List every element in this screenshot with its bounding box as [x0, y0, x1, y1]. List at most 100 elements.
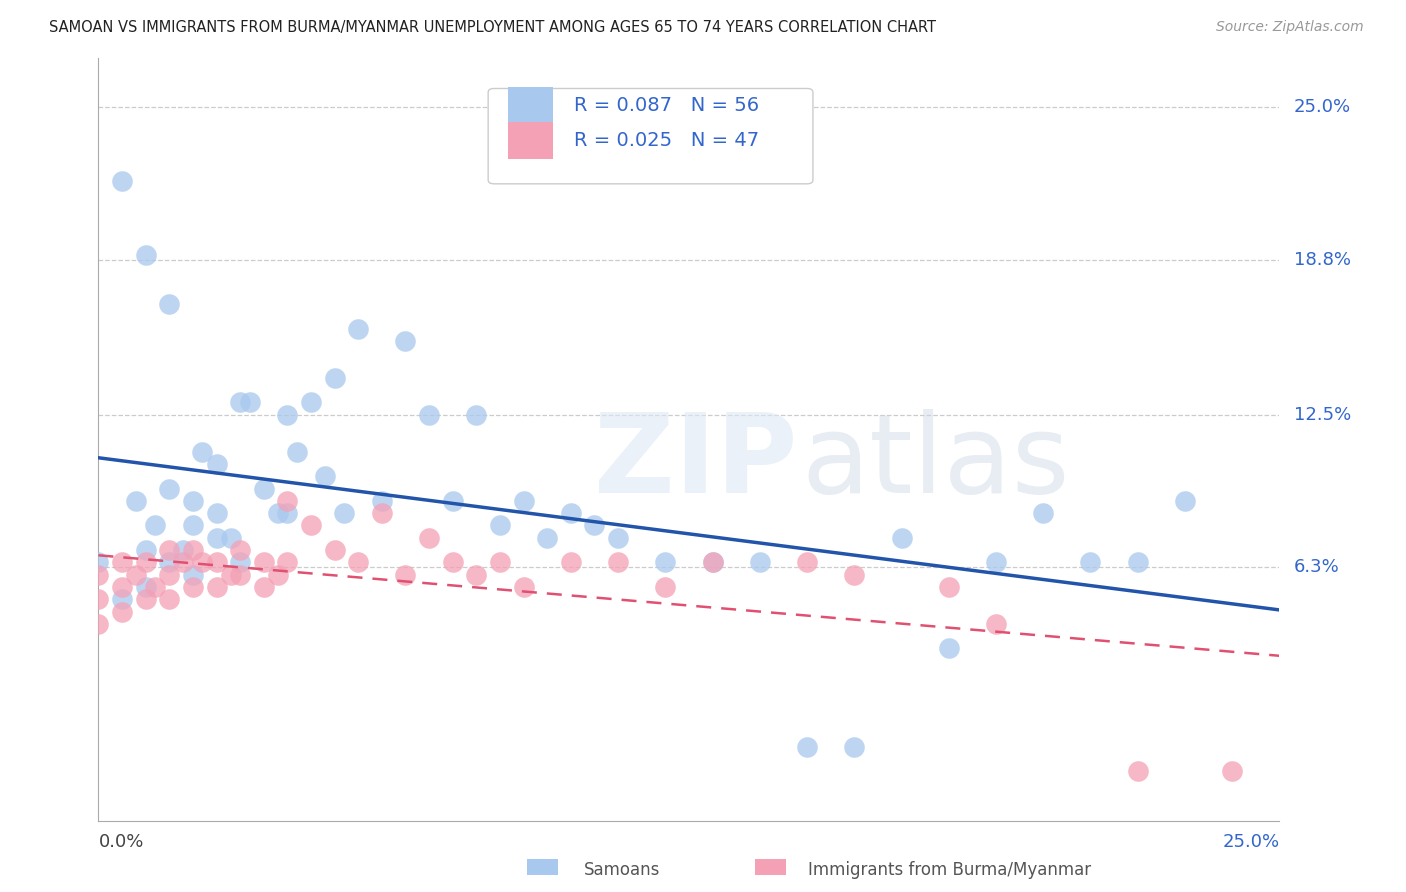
Point	[299, 395, 322, 409]
Point	[844, 739, 866, 754]
Point	[323, 543, 346, 558]
Point	[219, 567, 242, 582]
Point	[394, 567, 416, 582]
Point	[654, 580, 676, 594]
Point	[111, 580, 134, 594]
Text: 6.3%: 6.3%	[1294, 558, 1340, 576]
Point	[1220, 764, 1243, 779]
Point	[512, 580, 534, 594]
Point	[890, 531, 912, 545]
Point	[229, 567, 252, 582]
Point	[205, 555, 228, 569]
Point	[135, 248, 157, 262]
Point	[205, 457, 228, 471]
Point	[157, 592, 180, 607]
Text: Samoans: Samoans	[583, 861, 659, 879]
Point	[560, 506, 582, 520]
Point	[276, 493, 298, 508]
Point	[181, 543, 204, 558]
Point	[748, 555, 770, 569]
Point	[157, 555, 180, 569]
FancyBboxPatch shape	[488, 88, 813, 184]
Text: 18.8%: 18.8%	[1294, 251, 1351, 268]
Point	[489, 555, 512, 569]
Point	[938, 641, 960, 656]
Point	[583, 518, 606, 533]
Point	[465, 408, 488, 422]
Point	[1126, 555, 1149, 569]
Point	[276, 555, 298, 569]
Point	[172, 543, 194, 558]
Text: 12.5%: 12.5%	[1294, 406, 1351, 424]
Point	[1032, 506, 1054, 520]
Text: ZIP: ZIP	[595, 409, 797, 516]
Point	[276, 408, 298, 422]
Point	[239, 395, 262, 409]
Point	[87, 567, 110, 582]
Point	[489, 518, 512, 533]
Point	[418, 531, 440, 545]
FancyBboxPatch shape	[508, 87, 553, 124]
Point	[157, 482, 180, 496]
Point	[418, 408, 440, 422]
Point	[135, 543, 157, 558]
Point	[654, 555, 676, 569]
Point	[323, 371, 346, 385]
Point	[125, 493, 148, 508]
Point	[253, 555, 276, 569]
Point	[111, 174, 134, 188]
Point	[607, 555, 630, 569]
Point	[347, 555, 370, 569]
Point	[181, 580, 204, 594]
Point	[87, 616, 110, 631]
Point	[253, 482, 276, 496]
Point	[253, 580, 276, 594]
Point	[441, 555, 464, 569]
Point	[1126, 764, 1149, 779]
Point	[229, 555, 252, 569]
Point	[191, 444, 214, 458]
Text: 0.0%: 0.0%	[98, 833, 143, 851]
Point	[205, 506, 228, 520]
Point	[125, 567, 148, 582]
Point	[229, 543, 252, 558]
Point	[87, 555, 110, 569]
Text: 25.0%: 25.0%	[1294, 98, 1351, 116]
Point	[229, 395, 252, 409]
Point	[702, 555, 724, 569]
Point	[143, 518, 166, 533]
Point	[796, 555, 818, 569]
Point	[157, 543, 180, 558]
Point	[347, 321, 370, 335]
Point	[465, 567, 488, 582]
Point	[1174, 493, 1197, 508]
Point	[157, 567, 180, 582]
Point	[276, 506, 298, 520]
Point	[984, 616, 1007, 631]
Text: 25.0%: 25.0%	[1222, 833, 1279, 851]
FancyBboxPatch shape	[508, 121, 553, 160]
Point	[536, 531, 558, 545]
Point	[135, 592, 157, 607]
Point	[219, 531, 242, 545]
Point	[205, 531, 228, 545]
Point	[333, 506, 356, 520]
Point	[984, 555, 1007, 569]
Point	[844, 567, 866, 582]
Point	[371, 493, 394, 508]
Point	[267, 506, 290, 520]
Point	[143, 580, 166, 594]
Point	[157, 297, 180, 311]
Point	[702, 555, 724, 569]
Point	[181, 518, 204, 533]
Point	[1080, 555, 1102, 569]
Point	[285, 444, 308, 458]
Point	[299, 518, 322, 533]
Point	[560, 555, 582, 569]
Point	[205, 580, 228, 594]
Text: Source: ZipAtlas.com: Source: ZipAtlas.com	[1216, 20, 1364, 34]
Text: R = 0.025   N = 47: R = 0.025 N = 47	[575, 131, 759, 150]
Point	[796, 739, 818, 754]
Point	[607, 531, 630, 545]
Text: R = 0.087   N = 56: R = 0.087 N = 56	[575, 96, 759, 115]
